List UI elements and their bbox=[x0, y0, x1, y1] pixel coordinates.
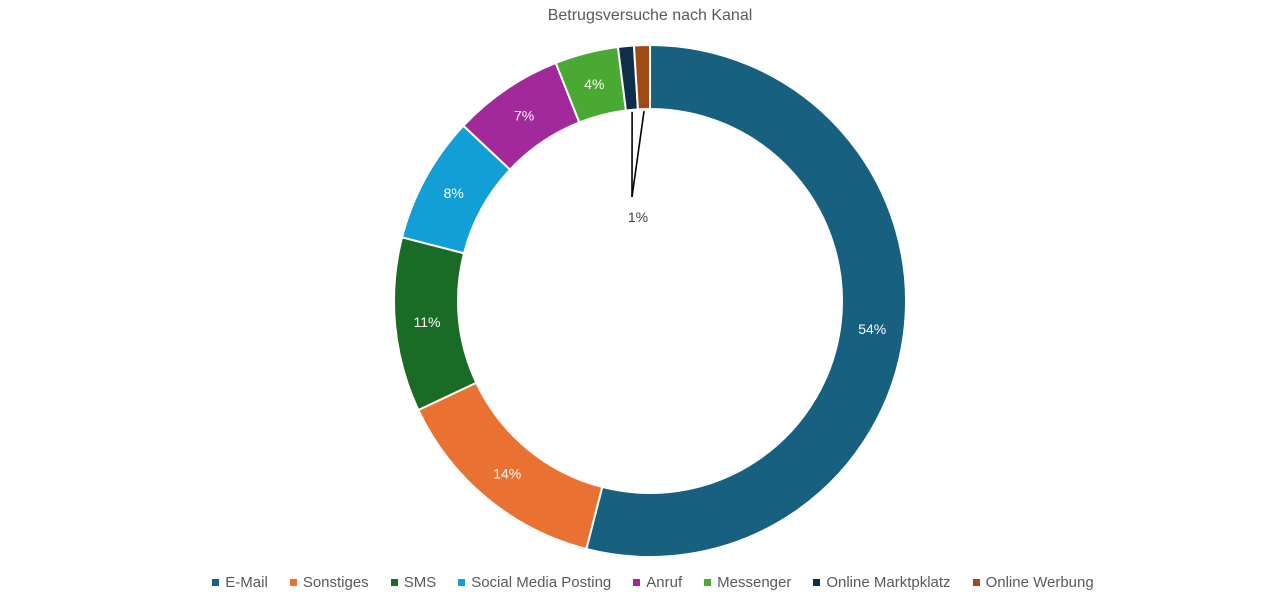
legend-item-messenger: Messenger bbox=[704, 574, 791, 591]
legend-label: Online Marktpklatz bbox=[826, 574, 951, 591]
data-label-sonstiges: 14% bbox=[493, 466, 521, 482]
legend-item-sms: SMS bbox=[390, 574, 437, 591]
legend-item-anruf: Anruf bbox=[633, 574, 682, 591]
data-label-social-media-posting: 8% bbox=[444, 185, 464, 201]
legend-item-social-media-posting: Social Media Posting bbox=[458, 574, 611, 591]
legend-swatch-icon bbox=[390, 579, 398, 586]
donut-slices bbox=[393, 43, 907, 558]
legend-label: E-Mail bbox=[225, 574, 268, 591]
data-label-e-mail: 54% bbox=[858, 321, 886, 337]
data-label-messenger: 4% bbox=[584, 76, 604, 92]
slice-online-werbung bbox=[632, 43, 651, 111]
legend-item-online-marktpklatz: Online Marktpklatz bbox=[813, 574, 951, 591]
legend-swatch-icon bbox=[813, 579, 821, 586]
chart-title: Betrugsversuche nach Kanal bbox=[547, 7, 753, 24]
data-labels: 54% 14% 11% 8% 7% 4% 1% bbox=[414, 76, 887, 482]
legend-label: Online Werbung bbox=[985, 574, 1094, 591]
legend-item-sonstiges: Sonstiges bbox=[289, 574, 369, 591]
legend-label: Messenger bbox=[717, 574, 792, 591]
legend-label: SMS bbox=[403, 574, 437, 591]
data-label-anruf: 7% bbox=[514, 108, 534, 124]
legend-swatch-icon bbox=[704, 579, 712, 586]
legend-swatch-icon bbox=[633, 579, 641, 586]
legend-label: Sonstiges bbox=[302, 574, 369, 591]
legend: E-Mail Sonstiges SMS Social Media Posting An… bbox=[0, 574, 1280, 591]
legend-swatch-icon bbox=[212, 579, 220, 586]
legend-swatch-icon bbox=[458, 579, 466, 586]
leader-lines bbox=[631, 110, 645, 198]
legend-item-online-werbung: Online Werbung bbox=[972, 574, 1094, 591]
legend-swatch-icon bbox=[289, 579, 297, 586]
data-label-sms: 11% bbox=[414, 314, 441, 330]
data-label-small-slices: 1% bbox=[628, 209, 648, 225]
leader-line-online-werbung bbox=[631, 110, 645, 198]
legend-item-e-mail: E-Mail bbox=[212, 574, 268, 591]
legend-label: Social Media Posting bbox=[471, 574, 612, 591]
slice-e-mail bbox=[585, 43, 907, 558]
legend-label: Anruf bbox=[646, 574, 683, 591]
legend-swatch-icon bbox=[972, 579, 980, 586]
